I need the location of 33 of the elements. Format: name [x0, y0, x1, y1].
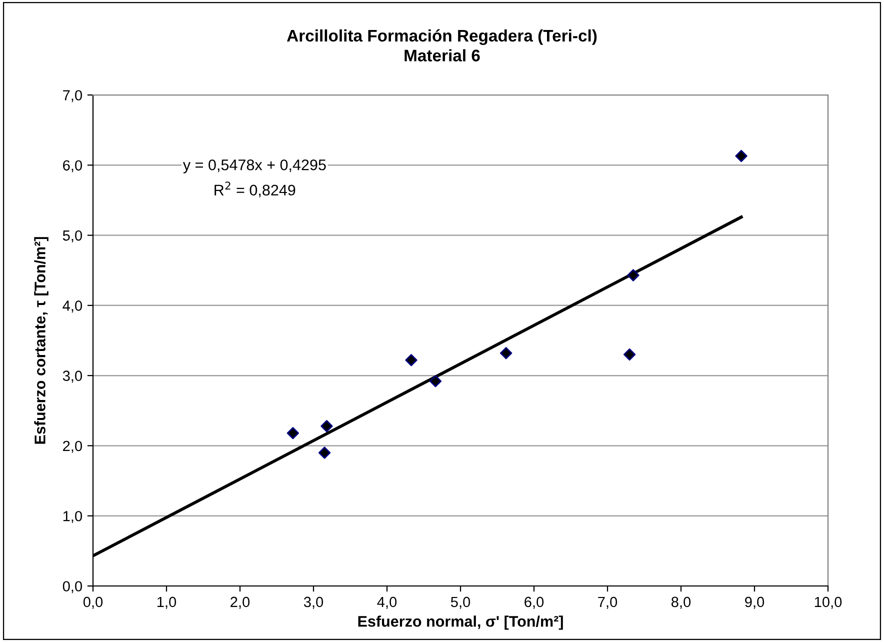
point	[320, 420, 333, 432]
x-tick-label: 7,0	[598, 596, 618, 609]
annotation: R$^{2}$ = 0,8249	[214, 182, 296, 198]
x-tick-label: 0,0	[83, 596, 103, 609]
y-tick-label: 3,0	[62, 370, 82, 383]
x-tick-label: 8,0	[672, 596, 691, 609]
point	[318, 446, 331, 459]
y-tick-label: 0,0	[62, 581, 82, 594]
annotation: y = 0,5478x + 0,4295	[182, 159, 326, 174]
y-tick-label: 6,0	[63, 160, 82, 172]
x-tick-label: 2,0	[230, 596, 250, 609]
point	[429, 375, 442, 388]
point	[405, 354, 418, 366]
y-tick-label: 7,0	[63, 90, 82, 102]
x-tick-label: 4,0	[377, 596, 397, 609]
x-tick-label: 10,0	[814, 596, 842, 609]
point	[286, 427, 299, 440]
x-axis-title: Esfuerzo normal, σ' [Ton/m²]	[358, 616, 563, 630]
x-tick-label: 6,0	[524, 596, 544, 609]
x-tick-label: 9,0	[745, 596, 764, 609]
y-axis-title: Esfuerzo cortante, τ [Ton/m²]	[34, 237, 48, 444]
y-tick-label: 1,0	[63, 510, 82, 524]
x-tick-label: 3,0	[304, 596, 324, 609]
point	[627, 269, 640, 282]
point	[735, 150, 748, 162]
x-tick-label: 1,0	[157, 596, 176, 609]
y-tick-label: 5,0	[62, 230, 82, 242]
y-tick-label: 2,0	[63, 440, 82, 453]
chart-title: Arcillolita Formación Regadera (Teri-cl) Material 6	[286, 29, 597, 62]
point	[500, 347, 512, 360]
point	[623, 348, 636, 361]
x-tick-label: 5,0	[450, 596, 470, 609]
y-tick-label: 4,0	[62, 300, 82, 313]
